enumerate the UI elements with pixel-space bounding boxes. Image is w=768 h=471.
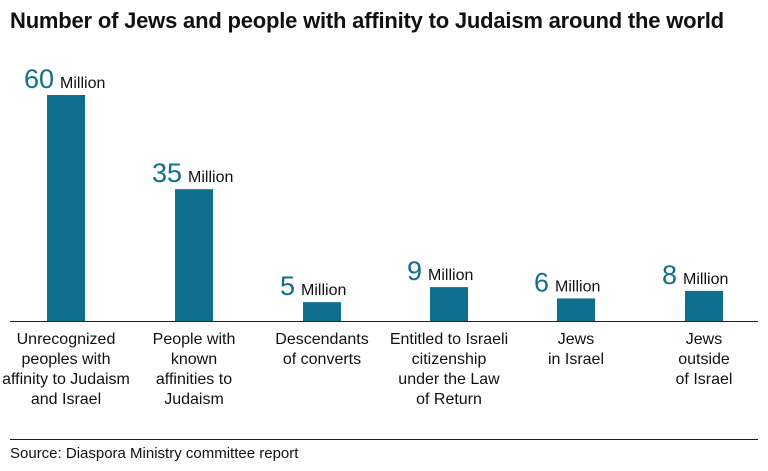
chart-title: Number of Jews and people with affinity …: [10, 8, 724, 33]
category-label: Unrecognized peoples with affinity to Juda…: [2, 331, 130, 408]
data-label: 8 Million: [662, 260, 728, 290]
category-label: Entitled to Israeli citizenship under the …: [389, 331, 509, 408]
bar: [175, 189, 213, 321]
bar: [303, 302, 341, 321]
bar: [430, 287, 468, 321]
bar: [685, 290, 723, 321]
bar: [47, 95, 85, 321]
data-label: 60 Million: [24, 64, 105, 94]
source-note: Source: Diaspora Ministry committee repo…: [10, 445, 299, 462]
bar: [557, 298, 595, 321]
data-label: 9 Million: [407, 256, 473, 286]
category-label: People with known affinities to Judaism: [152, 331, 236, 408]
footer-divider: [10, 439, 758, 440]
data-label: 5 Million: [280, 271, 346, 301]
category-label: Jews in Israel: [547, 331, 605, 368]
category-label: Jews outside of Israel: [675, 331, 733, 388]
data-label: 6 Million: [534, 267, 600, 297]
data-label: 35 Million: [152, 158, 233, 188]
category-label: Descendants of converts: [275, 331, 369, 368]
